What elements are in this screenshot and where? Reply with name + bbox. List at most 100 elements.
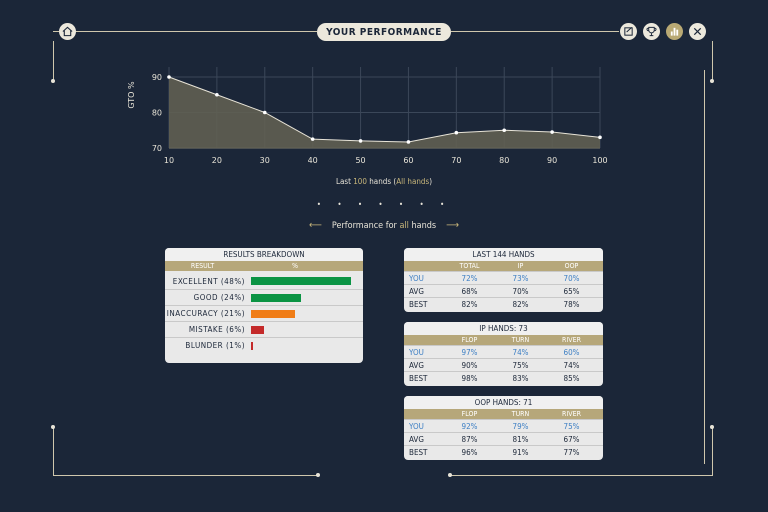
- result-bar: [251, 293, 301, 302]
- table-cell: 85%: [563, 373, 580, 383]
- row-label: AVG: [409, 434, 424, 444]
- table-header: FLOP TURN RIVER: [404, 409, 603, 419]
- performance-selector: ⟵ Performance for all hands ⟶: [0, 220, 768, 231]
- data-point: [598, 135, 602, 140]
- data-point: [262, 110, 267, 115]
- stats-table: OOP HANDS: 71 FLOP TURN RIVER YOU 92% 79% 75%…: [404, 396, 603, 460]
- data-point: [358, 139, 363, 143]
- chart-yticks: 70 80 90: [152, 73, 162, 153]
- row-label: YOU: [409, 273, 424, 283]
- data-point: [167, 75, 171, 79]
- chart-area: [169, 77, 600, 148]
- x-tick-label: 70: [451, 156, 461, 165]
- frame-dot: [448, 473, 452, 477]
- column-header: RIVER: [562, 410, 581, 418]
- data-point: [406, 140, 411, 144]
- table-header: TOTAL IP OOP: [404, 261, 603, 271]
- results-breakdown-panel: RESULTS BREAKDOWN RESULT % EXCELLENT (48…: [165, 248, 363, 363]
- table-row: YOU 97% 74% 60%: [404, 345, 603, 358]
- caption-scope[interactable]: All hands: [396, 177, 430, 186]
- panel-header: RESULT %: [165, 261, 363, 271]
- table-row: YOU 92% 79% 75%: [404, 419, 603, 432]
- row-label: YOU: [409, 347, 424, 357]
- x-tick-label: 80: [499, 156, 509, 165]
- table-cell: 79%: [512, 421, 529, 431]
- result-row: BLUNDER (1%): [165, 337, 363, 353]
- frame-right-bottom: [712, 427, 713, 475]
- table-cell: 75%: [512, 360, 529, 370]
- table-cell: 90%: [461, 360, 478, 370]
- result-label: EXCELLENT (48%): [172, 276, 245, 286]
- table-cell: 73%: [512, 273, 529, 283]
- notes-icon: [624, 27, 633, 36]
- frame-bottom-left: [53, 475, 318, 476]
- table-cell: 81%: [512, 434, 529, 444]
- table-cell: 91%: [512, 447, 529, 457]
- table-row: AVG 68% 70% 65%: [404, 284, 603, 297]
- x-tick-label: 60: [403, 156, 413, 165]
- row-label: BEST: [409, 447, 428, 457]
- page-title: YOUR PERFORMANCE: [317, 23, 451, 41]
- table-row: AVG 87% 81% 67%: [404, 432, 603, 445]
- column-header: IP: [517, 262, 524, 270]
- frame-right-inner: [704, 70, 705, 464]
- table-cell: 74%: [512, 347, 529, 357]
- table-cell: 75%: [563, 421, 580, 431]
- stats-table: LAST 144 HANDS TOTAL IP OOP YOU 72% 73% 70% A…: [404, 248, 603, 312]
- frame-right-top: [712, 41, 713, 81]
- left-arrow-icon[interactable]: ⟵: [309, 220, 322, 231]
- x-tick-label: 30: [260, 156, 270, 165]
- trophy-button[interactable]: [643, 23, 660, 40]
- table-cell: 65%: [563, 286, 580, 296]
- result-bar-track: [251, 341, 355, 350]
- y-tick-label: 70: [152, 144, 162, 153]
- x-tick-label: 40: [308, 156, 318, 165]
- notes-button[interactable]: [620, 23, 637, 40]
- stats-button[interactable]: [666, 23, 683, 40]
- close-icon: [693, 27, 702, 36]
- result-row: MISTAKE (6%): [165, 321, 363, 337]
- caption-count[interactable]: 100: [353, 177, 367, 186]
- data-point: [215, 92, 219, 97]
- chart-ylabel: GTO %: [127, 81, 136, 109]
- row-label: YOU: [409, 421, 424, 431]
- table-cell: 96%: [461, 447, 478, 457]
- table-cell: 98%: [461, 373, 478, 383]
- chart-points: [167, 75, 602, 144]
- table-cell: 74%: [563, 360, 580, 370]
- performance-label: Performance for all hands: [331, 220, 437, 231]
- result-bar: [251, 325, 264, 334]
- page-dots[interactable]: • • • • • • •: [316, 200, 452, 209]
- frame-dot: [51, 79, 55, 83]
- table-cell: 60%: [563, 347, 580, 357]
- row-label: BEST: [409, 373, 428, 383]
- result-row: GOOD (24%): [165, 289, 363, 305]
- chart-line: [168, 76, 601, 143]
- table-cell: 78%: [563, 299, 580, 309]
- frame-left-top: [53, 41, 54, 81]
- table-row: AVG 90% 75% 74%: [404, 358, 603, 371]
- home-button[interactable]: [59, 23, 76, 40]
- column-header: TURN: [511, 410, 530, 418]
- frame-dot: [710, 425, 714, 429]
- result-label: GOOD (24%): [193, 293, 245, 302]
- right-arrow-icon[interactable]: ⟶: [446, 220, 459, 231]
- table-row: BEST 96% 91% 77%: [404, 445, 603, 458]
- result-row: INACCURACY (21%): [165, 305, 363, 321]
- column-header: TURN: [511, 336, 530, 344]
- result-bar-track: [251, 309, 355, 318]
- table-title: LAST 144 HANDS: [404, 248, 603, 261]
- table-cell: 68%: [461, 286, 478, 296]
- frame-dot: [316, 473, 320, 477]
- result-row: EXCELLENT (48%): [165, 273, 363, 289]
- home-icon: [62, 26, 73, 37]
- close-button[interactable]: [689, 23, 706, 40]
- table-cell: 92%: [461, 421, 478, 431]
- result-bar: [251, 277, 351, 285]
- table-cell: 77%: [563, 447, 580, 457]
- panel-title: RESULTS BREAKDOWN: [165, 248, 363, 261]
- column-header: FLOP: [461, 336, 478, 344]
- result-bar-track: [251, 293, 355, 302]
- column-header: FLOP: [461, 410, 478, 418]
- table-row: BEST 98% 83% 85%: [404, 371, 603, 384]
